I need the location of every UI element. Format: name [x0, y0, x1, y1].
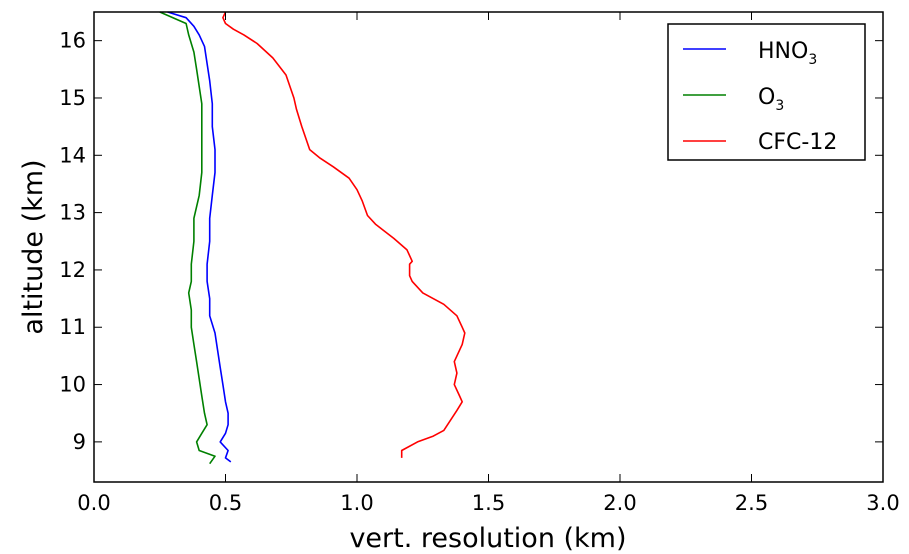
- series-line-o3: [159, 11, 216, 465]
- y-tick-label: 13: [59, 201, 86, 225]
- x-tick-label: 2.5: [735, 491, 768, 515]
- y-tick-label: 16: [59, 29, 86, 53]
- tick-labels: 0.0 0.5 1.0 1.5 2.0 2.5 3.0 9 10 11 12 13 14 15 16: [59, 29, 899, 515]
- x-tick-label: 2.0: [603, 491, 636, 515]
- y-tick-label: 11: [59, 315, 86, 339]
- y-tick-label: 10: [59, 373, 86, 397]
- legend-label-hno3: HNO3: [758, 39, 817, 68]
- x-tick-label: 1.0: [340, 491, 373, 515]
- y-tick-label: 9: [73, 430, 86, 454]
- legend-label-o3: O3: [758, 85, 784, 114]
- y-axis-label: altitude (km): [18, 159, 49, 334]
- x-tick-label: 1.5: [472, 491, 505, 515]
- x-tick-label: 3.0: [866, 491, 899, 515]
- axis-ticks: [93, 12, 884, 482]
- x-tick-label: 0.5: [209, 491, 242, 515]
- y-tick-label: 15: [59, 86, 86, 110]
- y-tick-label: 14: [59, 143, 86, 167]
- x-tick-label: 0.0: [77, 491, 110, 515]
- legend: HNO3 O3 CFC-12: [667, 23, 866, 161]
- legend-label-cfc12: CFC-12: [758, 130, 837, 155]
- series-line-cfc-12: [222, 11, 466, 458]
- legend-box: [667, 23, 866, 161]
- plot-lines: [159, 11, 466, 465]
- series-line-hno3: [167, 11, 232, 463]
- y-tick-label: 12: [59, 258, 86, 282]
- x-axis-label: vert. resolution (km): [349, 523, 626, 554]
